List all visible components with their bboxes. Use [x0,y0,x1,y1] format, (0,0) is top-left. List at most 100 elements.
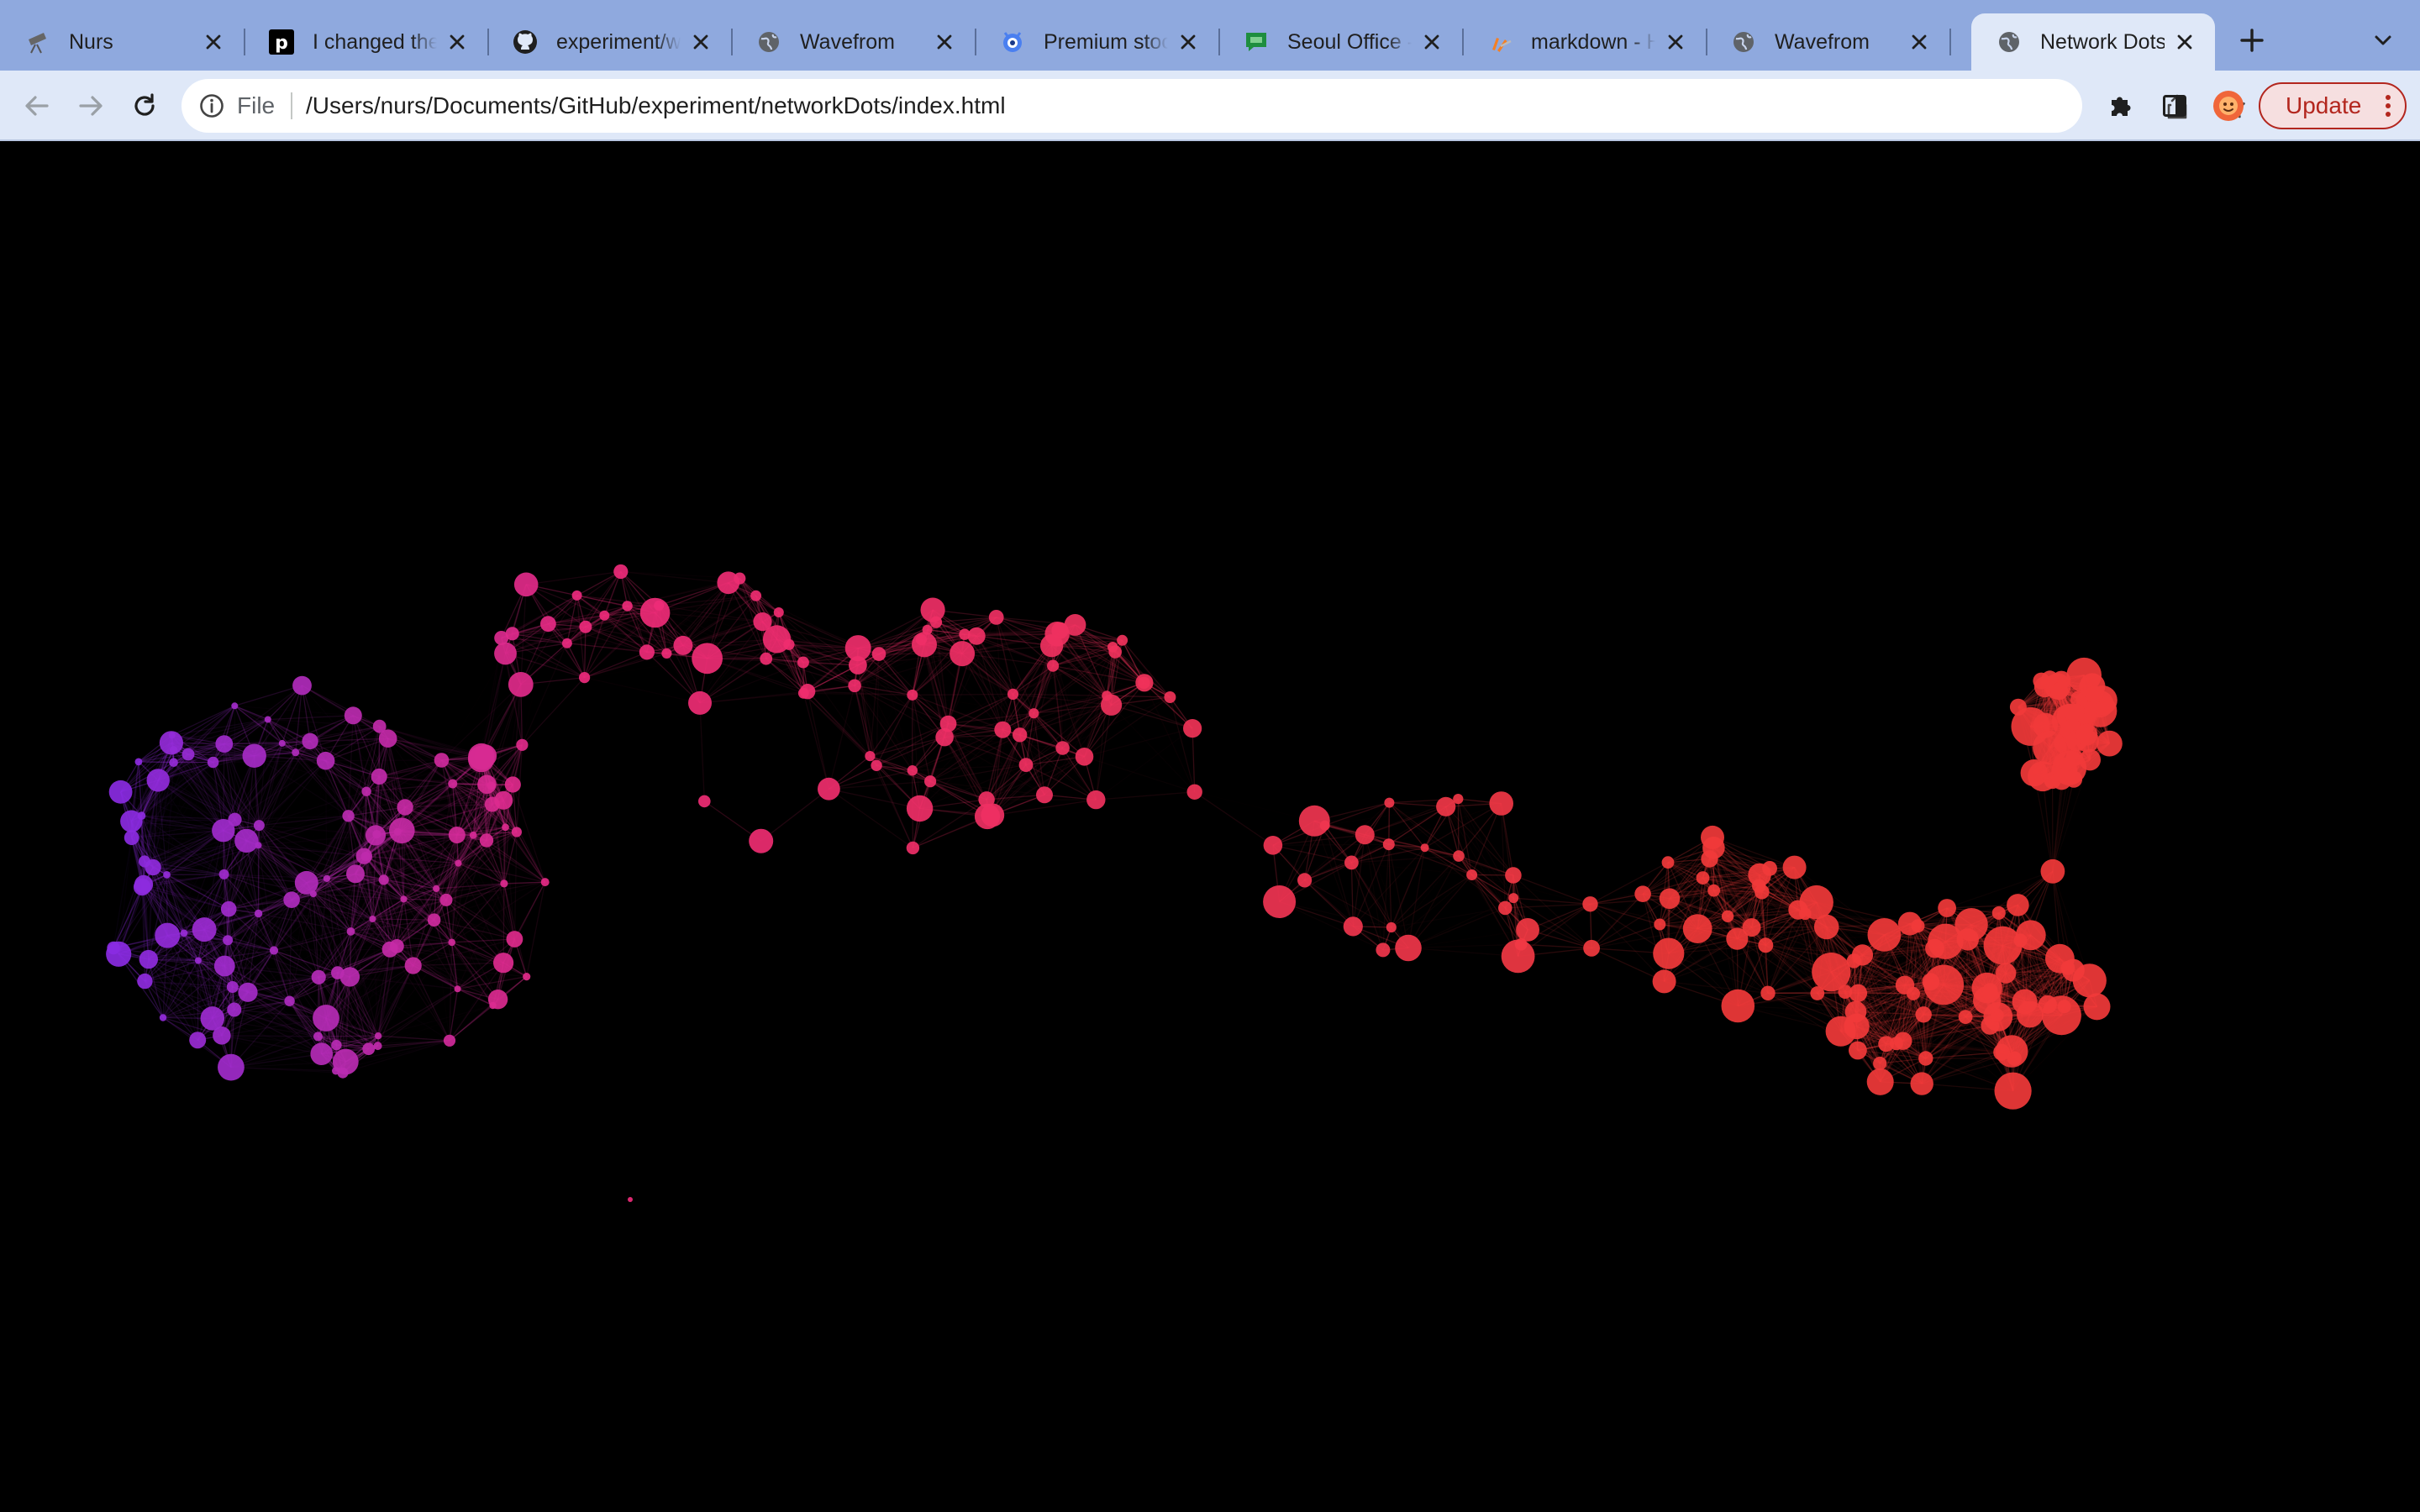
network-edge [145,965,225,982]
tab-4[interactable]: Wavefrom [731,13,976,71]
network-edge [143,840,247,885]
network-edge [306,882,404,900]
network-edge [157,705,235,781]
extensions-button[interactable] [2102,87,2139,124]
network-edge [173,762,224,832]
network-edge [258,743,283,826]
new-tab-button[interactable] [2235,24,2269,57]
close-icon[interactable] [200,29,227,55]
network-edge [397,785,492,832]
network-edge [234,760,326,821]
back-button[interactable] [18,87,55,124]
network-edge [364,855,437,890]
network-edge [318,976,379,1047]
kebab-menu-icon[interactable] [2380,92,2396,119]
network-edge [802,692,871,757]
network-edge [349,976,379,1047]
network-edge [224,965,232,1068]
url-text[interactable]: /Users/nurs/Documents/GitHub/experiment/… [306,92,1006,118]
network-edge [291,873,356,900]
network-edge [221,1035,318,1037]
tab-1[interactable]: Nurs [0,13,245,71]
network-edge [368,988,458,1050]
network-edge [141,840,247,888]
network-edge [145,980,213,1019]
network-edge [401,756,482,832]
tab-6[interactable]: Seoul Office - [1218,13,1464,71]
forward-button[interactable] [72,87,109,124]
network-edge [492,804,505,884]
network-edge [396,899,405,947]
network-edge [457,755,487,864]
side-panel-button[interactable] [2156,87,2193,124]
network-edge [404,806,437,890]
network-edge [504,827,516,940]
info-icon[interactable] [198,92,225,119]
close-icon[interactable] [1906,29,1933,55]
network-edge [173,762,235,821]
network-edge [503,827,507,884]
network-edge [336,1035,379,1046]
network-edge [403,898,447,901]
telescope-icon [25,29,50,55]
network-edge [113,837,133,948]
close-icon[interactable] [687,29,714,55]
network-edge [485,653,507,756]
network-edge [1280,902,1392,928]
update-button[interactable]: Update [2259,82,2407,129]
network-edge [130,762,175,822]
close-icon[interactable] [1175,29,1202,55]
network-edge [348,815,405,900]
network-edge [230,1036,318,1068]
network-edge [140,815,154,868]
network-edge [197,960,199,1041]
network-edge [143,884,205,931]
network-edge [203,830,224,930]
network-edge [224,743,260,826]
network-edge [371,879,385,920]
tab-separator [1949,29,1951,55]
network-dots-canvas [106,564,2123,1202]
network-edge [187,752,296,755]
close-icon[interactable] [1418,29,1445,55]
tab-9[interactable]: Network Dots [1971,13,2215,71]
network-edge [404,783,453,808]
network-edge [348,815,385,880]
tab-title: Wavefrom [1775,29,1870,54]
network-edge [325,738,388,762]
network-edge [1388,802,1391,845]
network-edge [383,879,435,921]
tab-title: Network Dots [2040,29,2165,54]
puzzle-icon [2112,97,2131,116]
network-edge [318,1036,369,1050]
tab-5[interactable]: Premium stock [975,13,1220,71]
address-bar[interactable]: File /Users/nurs/Documents/GitHub/experi… [182,79,2245,133]
network-edge [337,973,346,1063]
tab-8[interactable]: Wavefrom [1706,13,1951,71]
tab-7[interactable]: markdown - H [1462,13,1707,71]
network-edge [1590,903,1665,982]
network-edge [120,791,224,832]
network-edge [310,738,388,743]
network-edge [173,705,235,751]
network-edge [404,759,443,808]
reload-button[interactable] [126,87,163,124]
network-edge [120,791,168,875]
close-icon[interactable] [1662,29,1689,55]
network-edge [326,878,339,974]
network-edge [376,833,435,921]
chat-icon [1244,29,1269,55]
network-edge [441,759,493,806]
network-edge [349,918,374,978]
network-edge [452,783,487,841]
tab-3[interactable]: experiment/wa [487,13,733,71]
close-icon[interactable] [444,29,471,55]
network-edge [363,855,447,900]
close-icon[interactable] [931,29,958,55]
network-edge [451,863,460,942]
profile-button[interactable] [2210,87,2247,124]
network-edge [166,935,213,1019]
close-icon[interactable] [2171,29,2198,55]
tab-search-button[interactable] [2368,25,2398,55]
